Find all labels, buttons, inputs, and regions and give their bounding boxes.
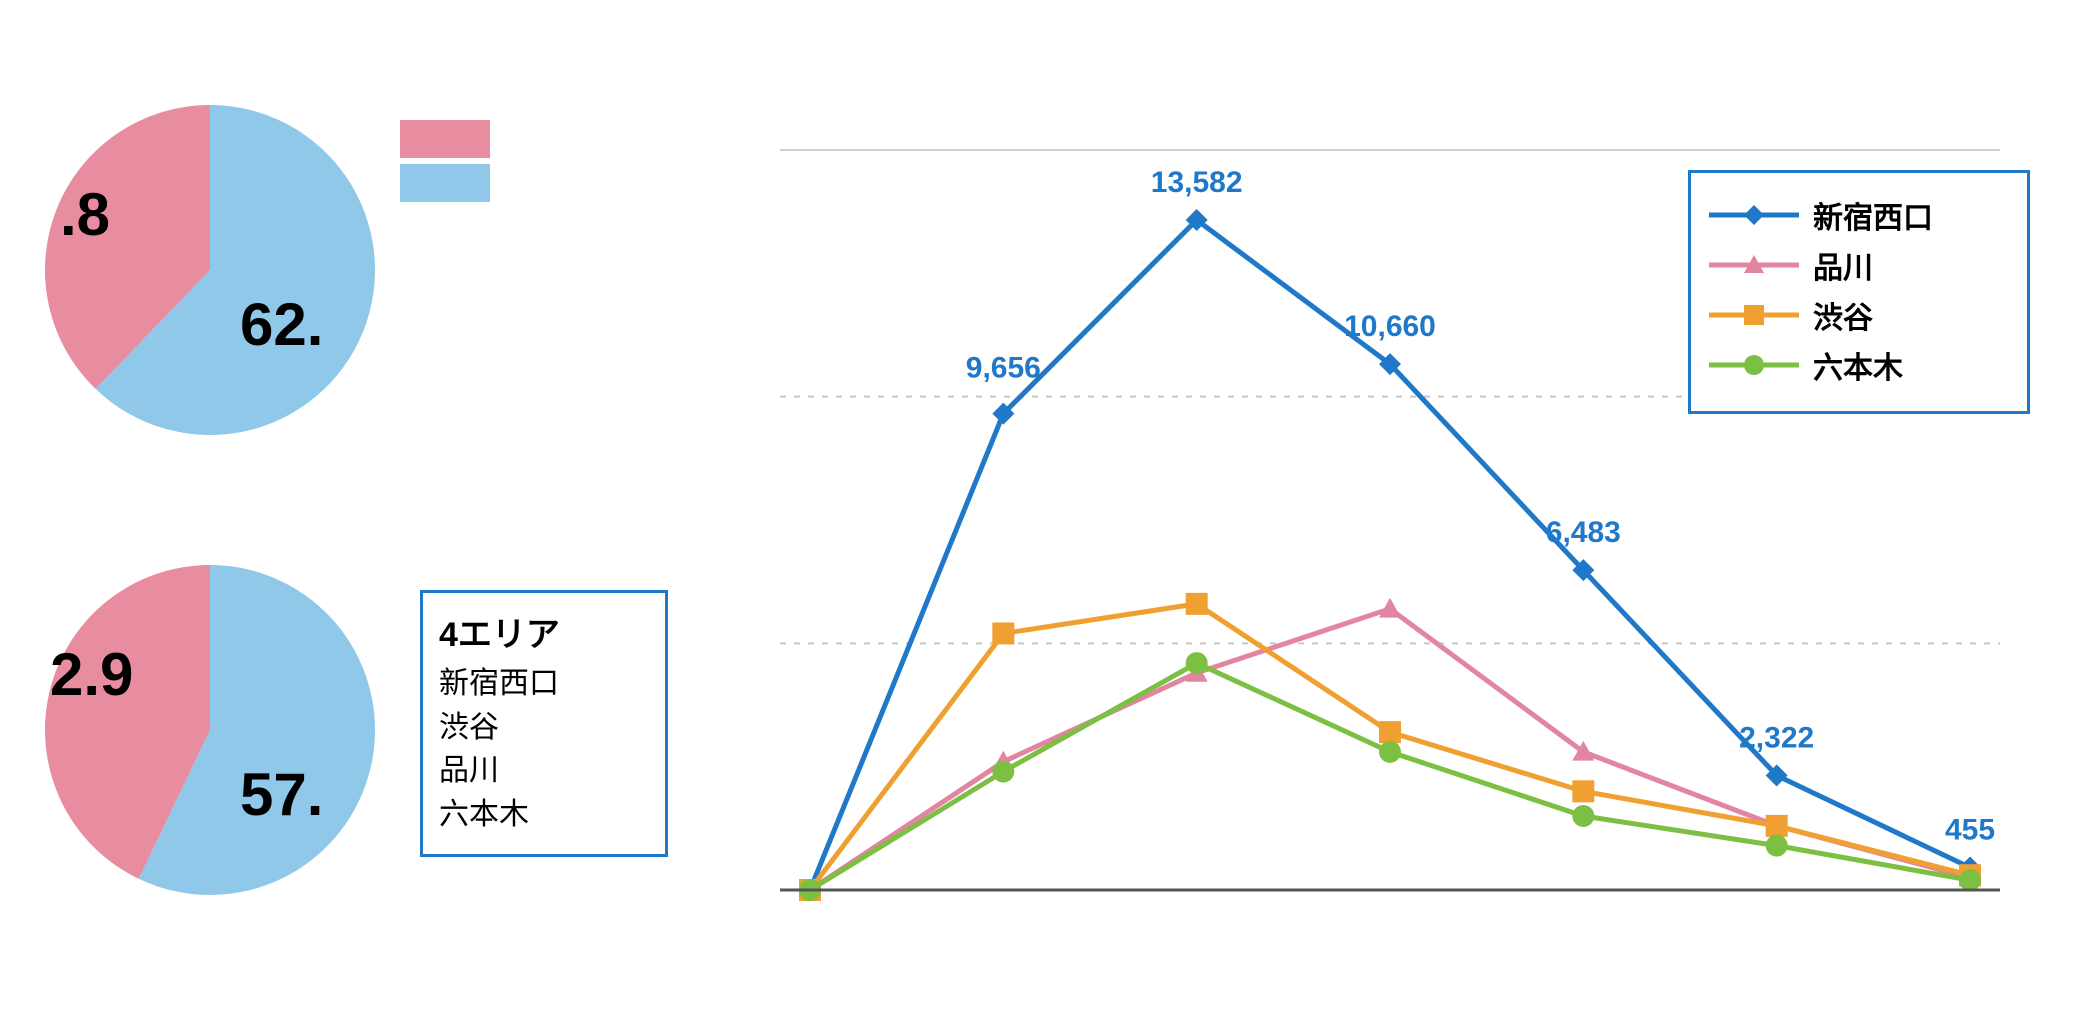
pie-chart-2: 2.9 57. xyxy=(40,560,380,900)
area-list-item: 品川 xyxy=(439,749,649,793)
svg-text:2,322: 2,322 xyxy=(1739,721,1814,754)
legend-marker-icon xyxy=(1709,351,1799,379)
area-list-item: 渋谷 xyxy=(439,706,649,750)
legend-label: 渋谷 xyxy=(1813,293,1873,337)
pie-2-blue-label: 57. xyxy=(240,760,323,829)
pie-1-svg xyxy=(40,100,380,440)
root: .8 62. 2.9 57. 4エリア 新宿西口 渋谷 品川 六本木 xyxy=(0,0,2080,1022)
svg-text:13,582: 13,582 xyxy=(1151,166,1243,199)
svg-text:455: 455 xyxy=(1945,814,1995,847)
pie-2-svg xyxy=(40,560,380,900)
legend-marker-icon xyxy=(1709,251,1799,279)
legend-marker-icon xyxy=(1709,301,1799,329)
left-column: .8 62. 2.9 57. 4エリア 新宿西口 渋谷 品川 六本木 xyxy=(0,0,680,1022)
pie-chart-1: .8 62. xyxy=(40,100,380,440)
right-column: 9,656 13,582 10,660 6,483 2,322 455 新宿西口 品川 渋… xyxy=(720,0,2040,1022)
area-list-box: 4エリア 新宿西口 渋谷 品川 六本木 xyxy=(420,590,668,857)
area-list-item: 六本木 xyxy=(439,793,649,837)
swatch-pink xyxy=(400,120,490,158)
svg-text:9,656: 9,656 xyxy=(966,352,1041,385)
svg-text:10,660: 10,660 xyxy=(1344,310,1436,343)
pie-2-pink-label: 2.9 xyxy=(50,640,133,709)
legend-marker-icon xyxy=(1709,201,1799,229)
legend-row: 渋谷 xyxy=(1709,293,2009,337)
swatch-blue xyxy=(400,164,490,202)
area-list-title: 4エリア xyxy=(439,607,649,656)
legend-row: 六本木 xyxy=(1709,343,2009,387)
area-list-item: 新宿西口 xyxy=(439,662,649,706)
legend-label: 六本木 xyxy=(1813,343,1903,387)
pie-1-blue-label: 62. xyxy=(240,290,323,359)
svg-text:6,483: 6,483 xyxy=(1546,516,1621,549)
legend-label: 品川 xyxy=(1813,243,1873,287)
pie-legend-swatches xyxy=(400,120,490,208)
legend-label: 新宿西口 xyxy=(1813,193,1933,237)
legend-row: 新宿西口 xyxy=(1709,193,2009,237)
pie-1-pink-label: .8 xyxy=(60,180,110,249)
legend-row: 品川 xyxy=(1709,243,2009,287)
line-legend-box: 新宿西口 品川 渋谷 六本木 xyxy=(1688,170,2030,414)
